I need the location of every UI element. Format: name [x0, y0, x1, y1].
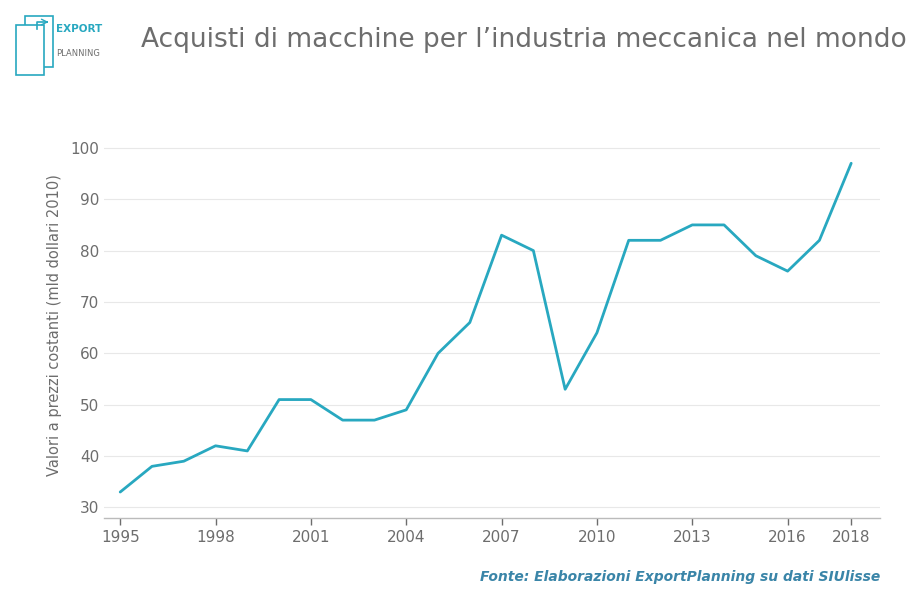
Text: Acquisti di macchine per l’industria meccanica nel mondo: Acquisti di macchine per l’industria mec…	[141, 27, 906, 53]
Text: EXPORT: EXPORT	[55, 24, 102, 34]
FancyBboxPatch shape	[15, 25, 44, 75]
FancyBboxPatch shape	[25, 16, 54, 67]
Text: Fonte: Elaborazioni ExportPlanning su dati SIUlisse: Fonte: Elaborazioni ExportPlanning su da…	[480, 570, 880, 584]
Y-axis label: Valori a prezzi costanti (mld dollari 2010): Valori a prezzi costanti (mld dollari 20…	[47, 174, 63, 476]
Text: PLANNING: PLANNING	[55, 49, 100, 58]
